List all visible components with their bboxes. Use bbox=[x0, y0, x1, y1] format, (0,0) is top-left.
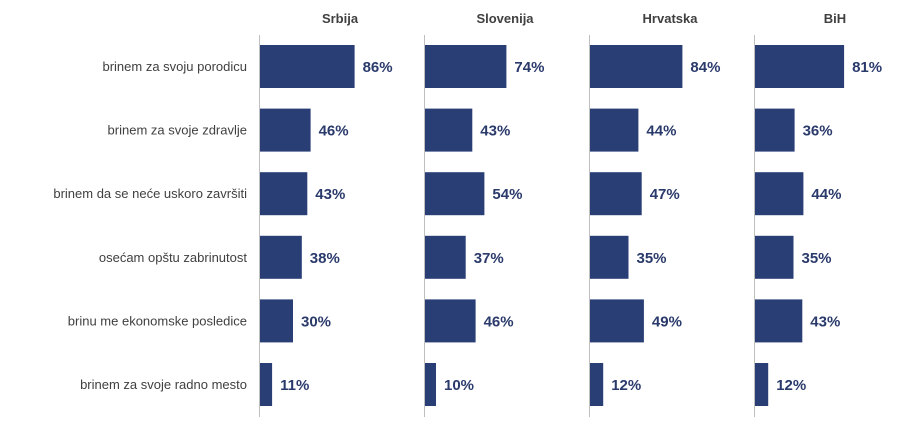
bar-srbija-1 bbox=[260, 45, 355, 88]
value-label-srbija-2: 46% bbox=[319, 123, 349, 140]
bar-hrvatska-5 bbox=[590, 299, 644, 343]
bar-srbija-4 bbox=[260, 235, 302, 279]
series-title-slovenija: Slovenija bbox=[476, 11, 534, 26]
category-label-osecam-opstu-zabrinutost: osećam opštu zabrinutost bbox=[99, 250, 248, 265]
series-title-bih: BiH bbox=[824, 11, 846, 26]
value-label-hrvatska-4: 35% bbox=[637, 250, 667, 267]
bar-hrvatska-1 bbox=[590, 45, 683, 88]
value-label-slovenija-3: 54% bbox=[492, 186, 522, 203]
bar-bih-3 bbox=[755, 172, 804, 216]
bar-slovenija-5 bbox=[425, 299, 476, 343]
value-label-srbija-4: 38% bbox=[310, 250, 340, 267]
series-title-hrvatska: Hrvatska bbox=[643, 11, 699, 26]
value-label-slovenija-6: 10% bbox=[444, 377, 474, 394]
bar-hrvatska-2 bbox=[590, 108, 639, 152]
panel-hrvatska: Hrvatska 84% 44% 47% 35% 49% 12% bbox=[589, 11, 720, 417]
value-label-srbija-1: 86% bbox=[363, 59, 393, 76]
value-label-hrvatska-2: 44% bbox=[646, 123, 676, 140]
bar-hrvatska-4 bbox=[590, 235, 629, 279]
panel-srbija: Srbija 86% 46% 43% 38% 30% 11% bbox=[259, 11, 393, 417]
bar-bih-2 bbox=[755, 108, 795, 152]
value-label-bih-6: 12% bbox=[776, 377, 806, 394]
value-label-slovenija-5: 46% bbox=[484, 313, 514, 330]
bar-slovenija-4 bbox=[425, 235, 466, 279]
bar-srbija-5 bbox=[260, 299, 293, 343]
panel-bih: BiH 81% 36% 44% 35% 43% 12% bbox=[754, 11, 882, 417]
value-label-bih-5: 43% bbox=[810, 313, 840, 330]
value-label-bih-3: 44% bbox=[811, 186, 841, 203]
category-label-brinu-me-ekonomske-posledice: brinu me ekonomske posledice bbox=[68, 313, 247, 328]
category-label-brinem-da-se-nece-uskoro-zavrsiti: brinem da se neće uskoro završiti bbox=[53, 186, 247, 201]
bar-srbija-3 bbox=[260, 172, 308, 216]
panel-slovenija: Slovenija 74% 43% 54% 37% 46% 10% bbox=[424, 11, 544, 417]
category-label-brinem-za-svoje-zdravlje: brinem za svoje zdravlje bbox=[108, 123, 247, 138]
bar-bih-5 bbox=[755, 299, 803, 343]
value-label-srbija-3: 43% bbox=[315, 186, 345, 203]
value-label-slovenija-1: 74% bbox=[514, 59, 544, 76]
chart-panels: Srbija 86% 46% 43% 38% 30% 11% Slovenija 74% 43% 5… bbox=[259, 11, 882, 417]
bar-srbija-6 bbox=[260, 363, 273, 406]
value-label-bih-1: 81% bbox=[852, 59, 882, 76]
category-label-brinem-za-svoju-porodicu: brinem za svoju porodicu bbox=[102, 59, 247, 74]
value-label-slovenija-4: 37% bbox=[474, 250, 504, 267]
bar-slovenija-6 bbox=[425, 363, 436, 406]
series-title-srbija: Srbija bbox=[322, 11, 359, 26]
value-label-bih-2: 36% bbox=[803, 123, 833, 140]
category-labels: brinem za svoju porodicu brinem za svoje … bbox=[53, 59, 247, 392]
value-label-hrvatska-6: 12% bbox=[611, 377, 641, 394]
bar-hrvatska-3 bbox=[590, 172, 642, 216]
value-label-hrvatska-3: 47% bbox=[650, 186, 680, 203]
bar-bih-6 bbox=[755, 363, 769, 406]
bar-hrvatska-6 bbox=[590, 363, 604, 406]
bar-bih-4 bbox=[755, 235, 794, 279]
value-label-bih-4: 35% bbox=[802, 250, 832, 267]
value-label-hrvatska-5: 49% bbox=[652, 313, 682, 330]
category-label-brinem-za-svoje-radno-mesto: brinem za svoje radno mesto bbox=[80, 377, 247, 392]
value-label-srbija-6: 11% bbox=[280, 377, 309, 394]
bar-srbija-2 bbox=[260, 108, 311, 152]
bar-slovenija-1 bbox=[425, 45, 507, 88]
bar-bih-1 bbox=[755, 45, 845, 88]
value-label-hrvatska-1: 84% bbox=[690, 59, 720, 76]
value-label-srbija-5: 30% bbox=[301, 313, 331, 330]
bar-slovenija-3 bbox=[425, 172, 485, 216]
value-label-slovenija-2: 43% bbox=[480, 123, 510, 140]
bar-slovenija-2 bbox=[425, 108, 473, 152]
